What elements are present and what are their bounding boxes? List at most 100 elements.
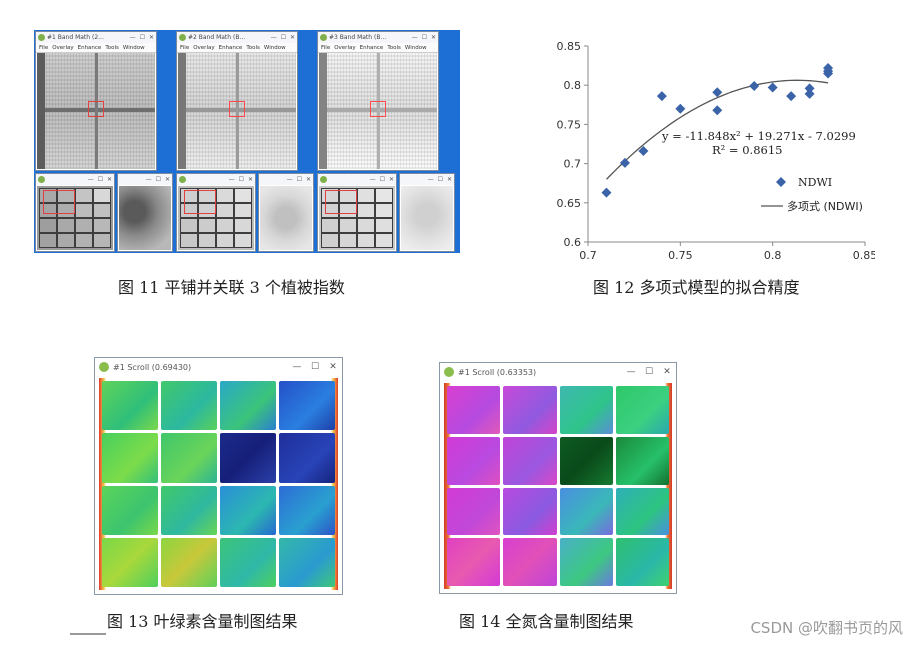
menu-tools[interactable]: Tools <box>105 44 119 51</box>
close-button[interactable]: ✕ <box>106 176 112 183</box>
map-plot <box>503 487 557 536</box>
overview-window-2[interactable]: — ☐ ✕ <box>176 173 256 252</box>
minimize-button[interactable]: — <box>270 34 277 41</box>
selection-box <box>370 101 386 117</box>
menu-overlay[interactable]: Overlay <box>334 44 356 51</box>
selection-box <box>43 190 75 214</box>
minimize-button[interactable]: — <box>286 176 293 183</box>
band-math-window-2[interactable]: #2 Band Math (B... — ☐ ✕ File Overlay Enhance… <box>176 31 298 171</box>
overview-window-3[interactable]: — ☐ ✕ <box>317 173 397 252</box>
grayscale-image[interactable] <box>37 53 155 169</box>
minimize-button[interactable]: — <box>129 34 136 41</box>
nitrogen-map[interactable] <box>444 383 672 589</box>
map-plot <box>102 537 158 587</box>
data-point-ndwi <box>786 91 797 102</box>
scroll-window-nitrogen[interactable]: #1 Scroll (0.63353) — ☐ ✕ <box>439 362 677 594</box>
map-plot <box>503 386 557 434</box>
map-plot <box>102 433 158 483</box>
maximize-button[interactable]: ☐ <box>379 176 385 183</box>
close-button[interactable]: ✕ <box>388 176 394 183</box>
menu-enhance[interactable]: Enhance <box>218 44 243 51</box>
overview-image[interactable] <box>37 186 113 250</box>
y-tick-label: 0.7 <box>564 158 582 171</box>
fig12-chart: 0.6 0.65 0.7 0.75 0.8 0.85 0.7 0.75 0.8 0.85 y = -… <box>557 40 876 262</box>
minimize-button[interactable]: — <box>626 367 636 377</box>
menu-file[interactable]: File <box>39 44 49 51</box>
chlorophyll-map[interactable] <box>99 378 338 590</box>
data-point-ndwi <box>638 146 649 157</box>
map-plot <box>447 487 501 536</box>
minimize-button[interactable]: — <box>292 362 302 372</box>
maximize-button[interactable]: ☐ <box>155 176 161 183</box>
close-button[interactable]: ✕ <box>305 176 311 183</box>
close-button[interactable]: ✕ <box>247 176 253 183</box>
map-plot <box>102 381 158 431</box>
zoom-window-3[interactable]: — ☐ ✕ <box>399 173 455 252</box>
maximize-button[interactable]: ☐ <box>644 367 654 377</box>
map-plot <box>279 537 335 587</box>
maximize-button[interactable]: ☐ <box>310 362 320 372</box>
close-button[interactable]: ✕ <box>164 176 170 183</box>
maximize-button[interactable]: ☐ <box>280 34 286 41</box>
menu-enhance[interactable]: Enhance <box>77 44 102 51</box>
menu-file[interactable]: File <box>321 44 331 51</box>
zoom-image[interactable] <box>401 186 453 250</box>
close-button[interactable]: ✕ <box>148 34 154 41</box>
map-plot <box>220 433 276 483</box>
map-plot <box>559 538 613 586</box>
menu-window[interactable]: Window <box>263 44 286 51</box>
fig12-caption: 图 12 多项式模型的拟合精度 <box>593 278 800 297</box>
band-math-window-3[interactable]: #3 Band Math (B... — ☐ ✕ File Overlay Enhance… <box>317 31 439 171</box>
menu-enhance[interactable]: Enhance <box>359 44 384 51</box>
minimize-button[interactable]: — <box>411 34 418 41</box>
grayscale-image[interactable] <box>178 53 296 169</box>
maximize-button[interactable]: ☐ <box>238 176 244 183</box>
minimize-button[interactable]: — <box>87 176 94 183</box>
maximize-button[interactable]: ☐ <box>139 34 145 41</box>
close-button[interactable]: ✕ <box>289 34 295 41</box>
close-button[interactable]: ✕ <box>663 367 671 377</box>
maximize-button[interactable]: ☐ <box>421 34 427 41</box>
overview-window-1[interactable]: — ☐ ✕ <box>35 173 115 252</box>
close-button[interactable]: ✕ <box>446 176 452 183</box>
minimize-button[interactable]: — <box>369 176 376 183</box>
overview-image[interactable] <box>178 186 254 250</box>
map-plot <box>279 485 335 535</box>
map-plot <box>279 433 335 483</box>
zoom-window-1[interactable]: — ☐ ✕ <box>117 173 173 252</box>
maximize-button[interactable]: ☐ <box>97 176 103 183</box>
selection-box <box>184 190 216 214</box>
menu-window[interactable]: Window <box>404 44 427 51</box>
zoom-window-2[interactable]: — ☐ ✕ <box>258 173 314 252</box>
x-tick-label: 0.7 <box>579 249 597 262</box>
grayscale-image[interactable] <box>319 53 437 169</box>
menu-overlay[interactable]: Overlay <box>193 44 215 51</box>
close-button[interactable]: ✕ <box>430 34 436 41</box>
minimize-button[interactable]: — <box>427 176 434 183</box>
band-math-window-1[interactable]: #1 Band Math (2... — ☐ ✕ File Overlay Enhance… <box>35 31 157 171</box>
r2-annotation: R² = 0.8615 <box>712 143 782 157</box>
minimize-button[interactable]: — <box>145 176 152 183</box>
menu-overlay[interactable]: Overlay <box>52 44 74 51</box>
map-plot <box>615 436 669 485</box>
menu-file[interactable]: File <box>180 44 190 51</box>
menu-tools[interactable]: Tools <box>246 44 260 51</box>
maximize-button[interactable]: ☐ <box>296 176 302 183</box>
envi-icon <box>179 34 186 41</box>
overview-image[interactable] <box>319 186 395 250</box>
map-plot <box>102 485 158 535</box>
menu-window[interactable]: Window <box>122 44 145 51</box>
minimize-button[interactable]: — <box>228 176 235 183</box>
zoom-image[interactable] <box>260 186 312 250</box>
envi-icon <box>99 362 109 372</box>
menu-tools[interactable]: Tools <box>387 44 401 51</box>
zoom-image[interactable] <box>119 186 171 250</box>
maximize-button[interactable]: ☐ <box>437 176 443 183</box>
scroll-window-chlorophyll[interactable]: #1 Scroll (0.69430) — ☐ ✕ <box>94 357 343 595</box>
close-button[interactable]: ✕ <box>329 362 337 372</box>
data-point-ndwi <box>675 103 686 114</box>
map-plot <box>615 538 669 586</box>
window-title: #1 Scroll (0.63353) <box>458 367 537 377</box>
map-plot <box>220 537 276 587</box>
data-point-ndwi <box>804 88 815 99</box>
